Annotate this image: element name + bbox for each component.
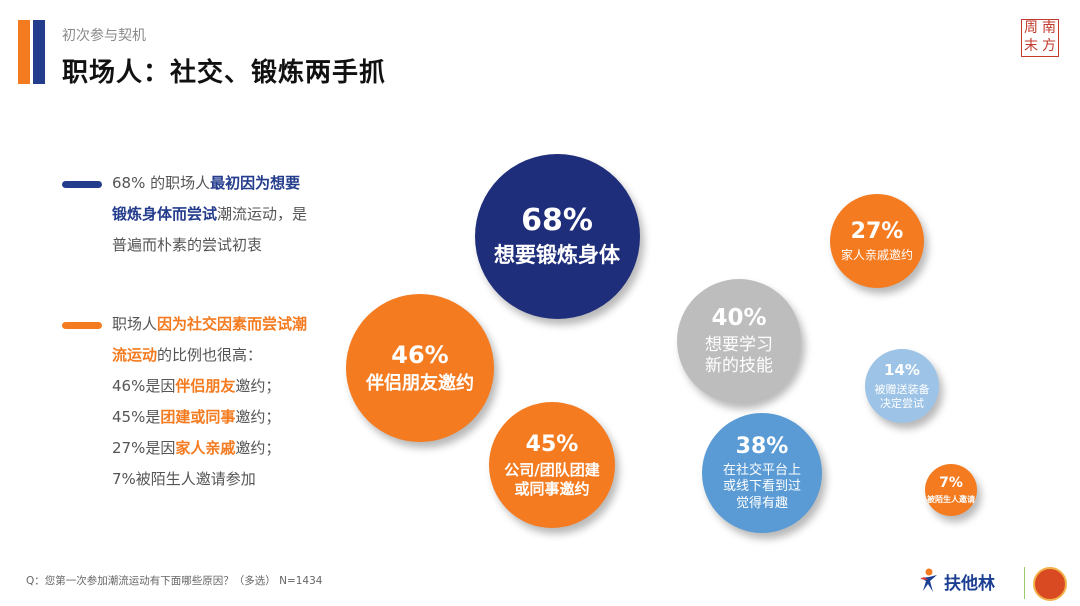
bullet-text: 潮流运动，是普遍而朴素的尝试初衷 <box>112 205 308 254</box>
header-accent-orange <box>18 20 30 84</box>
brand-logo-text: 扶他林 <box>944 573 995 594</box>
bubble-label: 被陌生人邀请 <box>927 495 975 504</box>
bubble-38: 38% 在社交平台上 或线下看到过 觉得有趣 <box>702 413 822 533</box>
bubble-value: 46% <box>391 340 449 369</box>
bullet-text: 职场人 <box>112 315 158 333</box>
bullet-text: 46%是因 <box>112 377 176 395</box>
bubble-value: 27% <box>850 219 904 244</box>
bubble-value: 14% <box>884 361 920 380</box>
bubble-value: 45% <box>525 431 579 457</box>
bubble-label: 被赠送装备 决定尝试 <box>874 383 930 410</box>
bullet-text: 邀约； <box>235 408 281 426</box>
bullet-text: 45%是 <box>112 408 161 426</box>
footer-divider <box>1024 567 1025 599</box>
bubble-value: 68% <box>521 203 593 239</box>
bubble-68: 68% 想要锻炼身体 <box>474 153 640 319</box>
bubble-label: 想要锻炼身体 <box>494 243 620 268</box>
bubble-46: 46% 伴侣朋友邀约 <box>346 294 494 442</box>
bullet-text-exercise: 68% 的职场人最初因为想要锻炼身体而尝试潮流运动，是普遍而朴素的尝试初衷 <box>112 168 312 261</box>
bubble-value: 40% <box>711 304 767 331</box>
bullet-text: 27%是因 <box>112 439 176 457</box>
campaign-emblem-icon <box>1033 567 1067 601</box>
bubble-label: 家人亲戚邀约 <box>840 248 913 262</box>
runner-figure-icon <box>918 568 940 594</box>
seal-char: 周 <box>1024 20 1038 36</box>
bullet-text: 邀约； <box>235 439 281 457</box>
bullet-text: 68% 的职场人 <box>112 174 211 192</box>
bullet-text: 邀约； <box>235 377 281 395</box>
bubble-value: 7% <box>939 475 963 491</box>
seal-char: 南 <box>1042 20 1056 36</box>
bullet-marker-navy <box>62 181 102 188</box>
bubble-7: 7% 被陌生人邀请 <box>925 464 977 516</box>
page-title: 职场人：社交、锻炼两手抓 <box>62 58 387 88</box>
southern-weekly-seal-logo: 周 南 末 方 <box>1021 19 1059 57</box>
bubble-27: 27% 家人亲戚邀约 <box>830 194 924 288</box>
bullet-line: 46%是因伴侣朋友邀约； <box>112 371 312 402</box>
bullet-highlight: 家人亲戚 <box>175 439 236 457</box>
bullet-line: 27%是因家人亲戚邀约； <box>112 433 312 464</box>
bullet-highlight: 团建或同事 <box>160 408 236 426</box>
seal-char: 方 <box>1042 38 1056 54</box>
seal-char: 末 <box>1024 38 1038 54</box>
bullet-line: 7%被陌生人邀请参加 <box>112 470 256 488</box>
bullet-marker-orange <box>62 322 102 329</box>
survey-footnote: Q：您第一次参加潮流运动有下面哪些原因？（多选） N=1434 <box>26 575 323 587</box>
bubble-45: 45% 公司/团队团建 或同事邀约 <box>489 402 615 528</box>
bullet-line: 职场人因为社交因素而尝试潮流运动的比例也很高： <box>112 309 312 371</box>
bullet-line: 45%是团建或同事邀约； <box>112 402 312 433</box>
bubble-label: 公司/团队团建 或同事邀约 <box>504 460 600 498</box>
brand-logo: 扶他林 <box>918 566 995 596</box>
bullet-highlight: 最初因为想要锻炼身体而尝试 <box>112 174 301 223</box>
bullet-text-social: 职场人因为社交因素而尝试潮流运动的比例也很高： 46%是因伴侣朋友邀约； 45%… <box>112 309 312 495</box>
bullet-highlight: 伴侣朋友 <box>175 377 236 395</box>
bubble-14: 14% 被赠送装备 决定尝试 <box>865 349 939 423</box>
bubble-label: 伴侣朋友邀约 <box>366 372 474 394</box>
header-accent-navy <box>33 20 45 84</box>
bullet-text: 的比例也很高： <box>157 346 263 364</box>
page-subtitle: 初次参与契机 <box>62 28 146 44</box>
bubble-40: 40% 想要学习 新的技能 <box>677 279 801 403</box>
bubble-value: 38% <box>735 434 789 460</box>
bubble-label: 在社交平台上 或线下看到过 觉得有趣 <box>722 463 801 511</box>
bubble-label: 想要学习 新的技能 <box>705 334 773 376</box>
bullet-highlight: 因为社交因素而尝试潮流运动 <box>112 315 308 364</box>
